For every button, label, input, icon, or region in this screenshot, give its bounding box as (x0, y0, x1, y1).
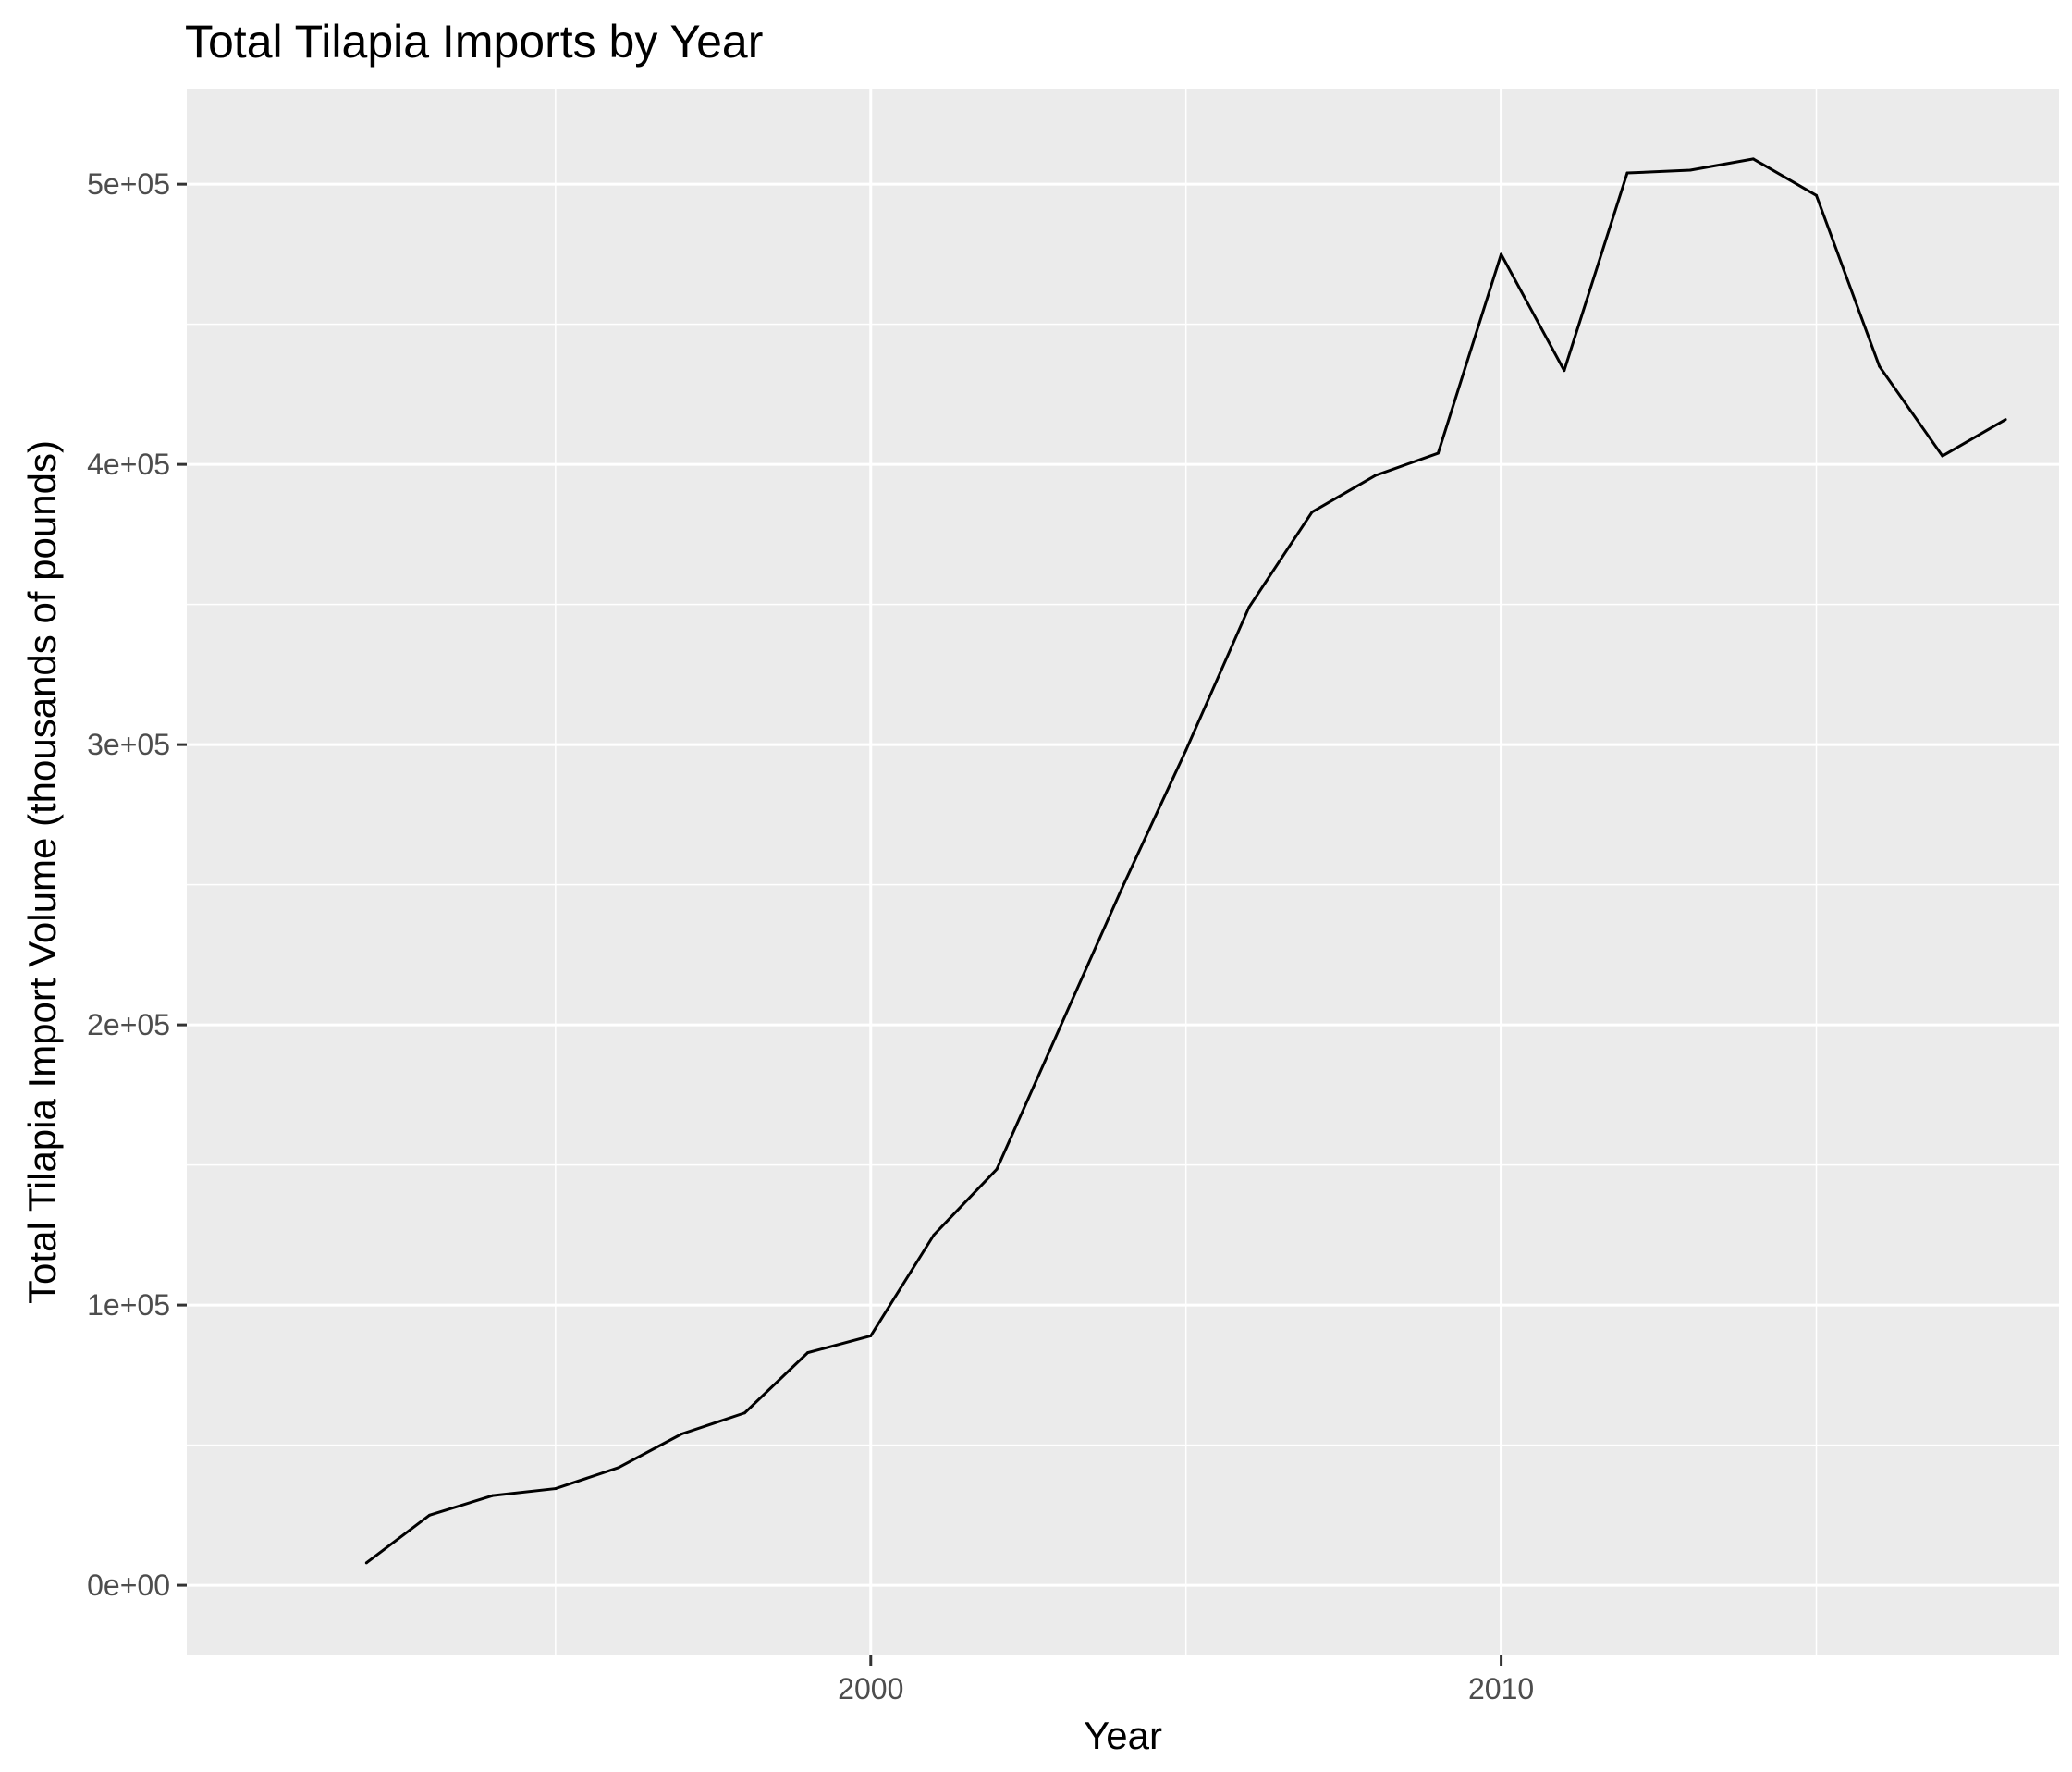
data-point (806, 1351, 810, 1355)
minor-x-gridlines (555, 89, 1818, 1655)
y-tick-label: 5e+05 (87, 167, 170, 201)
major-x-gridlines (869, 89, 1503, 1655)
data-point (2004, 418, 2007, 422)
data-point (742, 1411, 746, 1415)
y-tick-label: 4e+05 (87, 448, 170, 481)
data-point (364, 1561, 368, 1565)
data-point (1941, 454, 1944, 458)
series-layer (364, 157, 2007, 1565)
data-point (932, 1233, 936, 1237)
data-point (1688, 168, 1692, 172)
x-axis-title: Year (1084, 1714, 1162, 1757)
data-point (1310, 511, 1314, 514)
y-tick-label: 2e+05 (87, 1008, 170, 1041)
data-point (1058, 1026, 1061, 1029)
y-tick-label: 0e+00 (87, 1569, 170, 1602)
major-y-gridlines (187, 182, 2059, 1587)
x-tick-label: 2000 (838, 1672, 903, 1705)
chart-title: Total Tilapia Imports by Year (185, 16, 763, 68)
data-point (428, 1513, 431, 1517)
data-point (1563, 369, 1566, 373)
data-point (491, 1494, 495, 1497)
data-point (554, 1487, 558, 1491)
data-point (1373, 474, 1377, 477)
data-point (617, 1466, 620, 1470)
y-tick-label: 1e+05 (87, 1288, 170, 1322)
data-point (1625, 171, 1629, 175)
plot-panel (187, 89, 2059, 1655)
data-point (1122, 884, 1124, 888)
x-axis: 2000 2010 (838, 1655, 1534, 1705)
data-point (995, 1167, 999, 1171)
data-point (1247, 606, 1251, 609)
data-point (1436, 451, 1440, 455)
data-point (680, 1432, 683, 1435)
y-axis: 0e+00 1e+05 2e+05 3e+05 4e+05 5e+05 (87, 167, 187, 1602)
data-point (1878, 364, 1882, 368)
y-tick-label: 3e+05 (87, 728, 170, 761)
data-point (1751, 157, 1755, 161)
data-point (1500, 252, 1503, 256)
y-axis-title: Total Tilapia Import Volume (thousands o… (20, 440, 64, 1304)
data-point (1184, 748, 1188, 752)
data-point (1815, 193, 1818, 197)
data-point (869, 1334, 873, 1337)
x-tick-label: 2010 (1468, 1672, 1534, 1705)
